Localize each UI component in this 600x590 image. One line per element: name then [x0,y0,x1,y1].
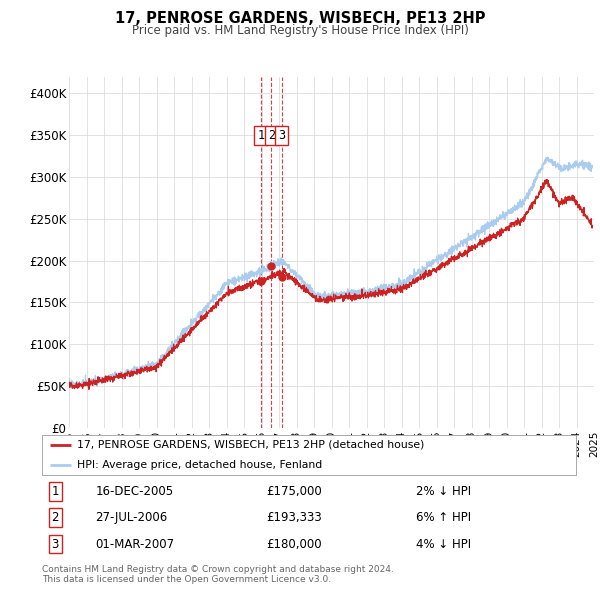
Text: This data is licensed under the Open Government Licence v3.0.: This data is licensed under the Open Gov… [42,575,331,584]
Text: 17, PENROSE GARDENS, WISBECH, PE13 2HP: 17, PENROSE GARDENS, WISBECH, PE13 2HP [115,11,485,25]
Text: £193,333: £193,333 [266,511,322,525]
Text: 6% ↑ HPI: 6% ↑ HPI [416,511,471,525]
Text: 3: 3 [52,537,59,550]
Text: 1: 1 [52,485,59,498]
Text: HPI: Average price, detached house, Fenland: HPI: Average price, detached house, Fenl… [77,460,322,470]
Text: 2% ↓ HPI: 2% ↓ HPI [416,485,471,498]
Text: 1: 1 [257,129,265,142]
Text: £180,000: £180,000 [266,537,322,550]
Text: 16-DEC-2005: 16-DEC-2005 [95,485,173,498]
Text: 17, PENROSE GARDENS, WISBECH, PE13 2HP (detached house): 17, PENROSE GARDENS, WISBECH, PE13 2HP (… [77,440,424,450]
Text: 01-MAR-2007: 01-MAR-2007 [95,537,175,550]
Text: 3: 3 [278,129,286,142]
Text: 4% ↓ HPI: 4% ↓ HPI [416,537,471,550]
Text: Price paid vs. HM Land Registry's House Price Index (HPI): Price paid vs. HM Land Registry's House … [131,24,469,37]
Text: 2: 2 [52,511,59,525]
Text: Contains HM Land Registry data © Crown copyright and database right 2024.: Contains HM Land Registry data © Crown c… [42,565,394,574]
Text: 27-JUL-2006: 27-JUL-2006 [95,511,167,525]
Text: 2: 2 [268,129,275,142]
Text: £175,000: £175,000 [266,485,322,498]
